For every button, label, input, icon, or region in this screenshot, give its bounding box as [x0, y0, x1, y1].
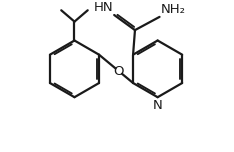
Text: NH₂: NH₂ [161, 3, 186, 16]
Text: HN: HN [94, 1, 113, 14]
Text: O: O [113, 65, 124, 78]
Text: N: N [153, 99, 162, 112]
